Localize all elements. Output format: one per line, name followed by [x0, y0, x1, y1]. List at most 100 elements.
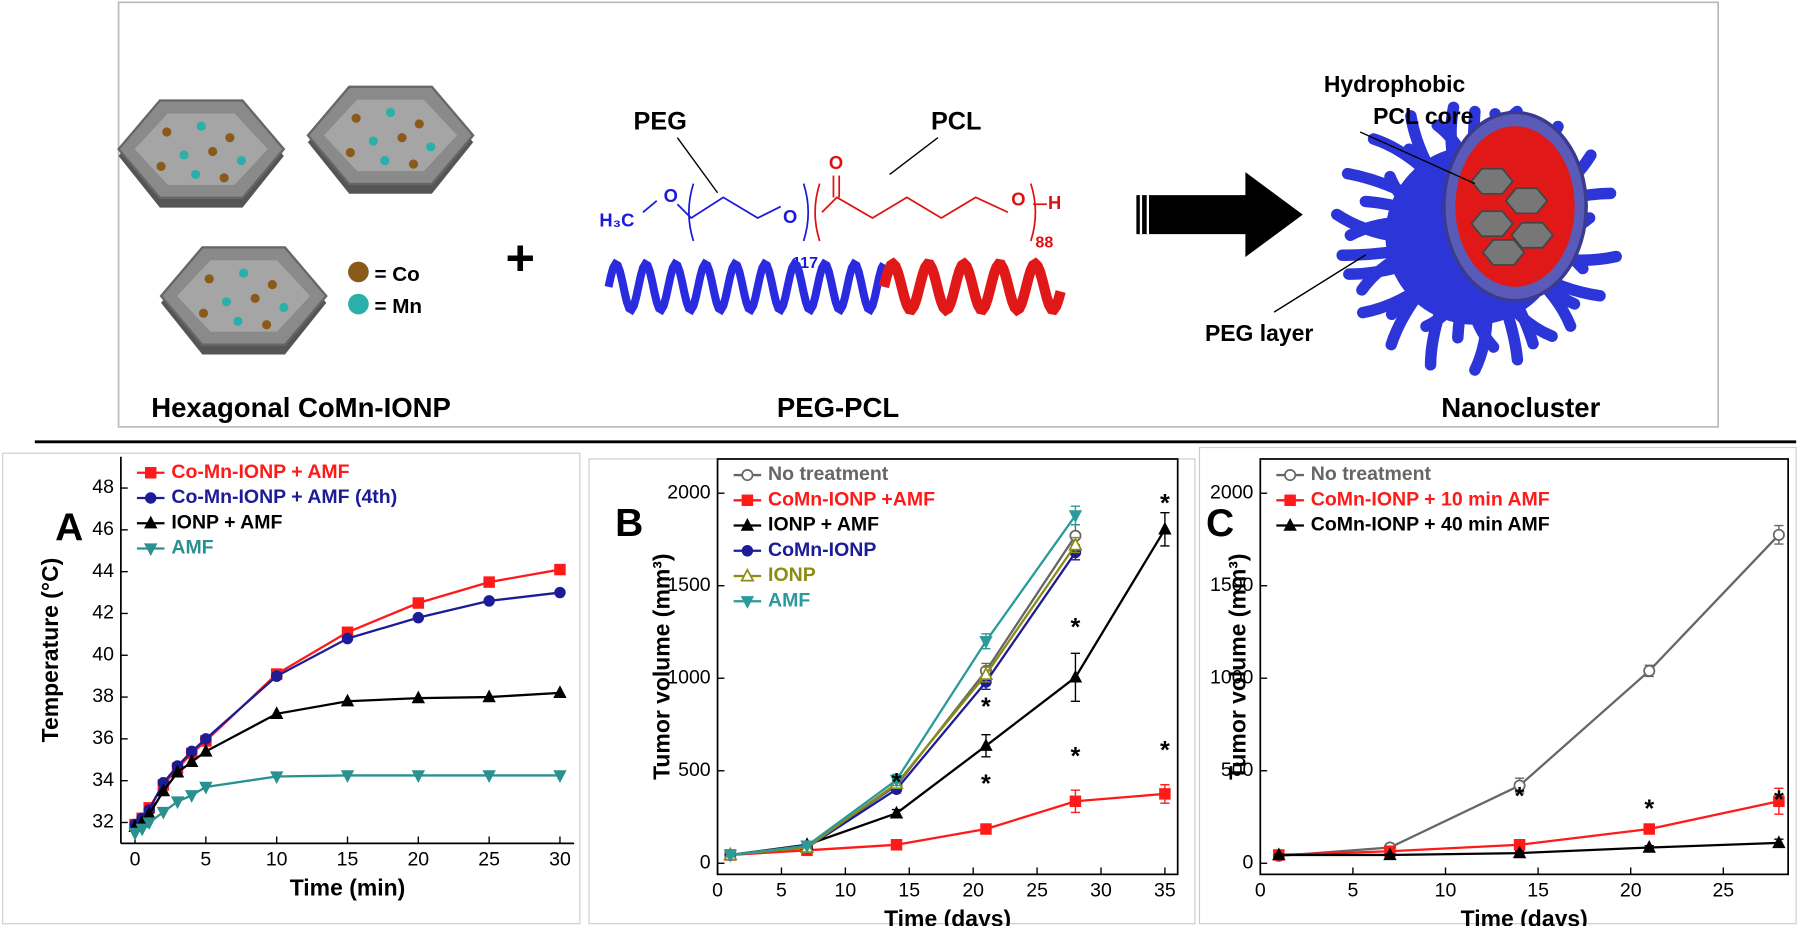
bracket: [802, 183, 810, 242]
x-tick-label: 0: [1255, 880, 1266, 902]
marker: [1643, 664, 1656, 677]
marker: [156, 783, 171, 797]
chart: 0 5 10 15 20 25 30 35 0 500 1000 1500 2000 Time (days…: [615, 458, 1179, 926]
marker: [980, 823, 992, 835]
mn-atom: [239, 268, 249, 278]
formula-o: O: [783, 206, 797, 227]
process-arrow: [1136, 172, 1303, 258]
x-tick-label: 15: [898, 880, 920, 902]
marker: [741, 494, 754, 507]
series-line: [134, 691, 561, 828]
x-tick-label: 30: [549, 849, 571, 871]
y-tick-label: 2000: [1210, 481, 1254, 503]
marker: [1068, 510, 1083, 523]
y-tick-label: 1500: [1210, 574, 1254, 596]
marker: [483, 576, 495, 588]
mn-atom: [190, 169, 201, 180]
y-tick-label: 34: [92, 769, 114, 791]
marker: [185, 790, 199, 803]
marker: [200, 733, 212, 745]
bond: [642, 200, 658, 213]
marker: [483, 595, 495, 607]
legend-label: AMF: [171, 537, 213, 559]
panel-label: C: [1206, 502, 1234, 545]
x-tick-label: 5: [776, 880, 787, 902]
panel-label: B: [615, 502, 643, 545]
y-axis-label: Tumor volume (mm³): [649, 553, 675, 779]
x-tick-label: 10: [1435, 880, 1457, 902]
middle-label: PEG-PCL: [777, 392, 899, 423]
y-tick-label: 38: [92, 685, 114, 707]
co-atom: [250, 293, 260, 303]
marker: [144, 515, 158, 529]
marker: [741, 469, 754, 482]
co-atom: [345, 148, 355, 158]
series-line: [134, 774, 560, 834]
core-particle: [1504, 187, 1549, 215]
marker: [199, 743, 213, 757]
x-tick-label: 25: [1712, 880, 1734, 902]
marker: [1069, 795, 1082, 808]
x-tick-label: 25: [478, 849, 500, 871]
formula-o: O: [664, 185, 678, 206]
mn-atom: [236, 156, 246, 166]
co-atom: [219, 173, 229, 183]
legend-label: Co-Mn-IONP + AMF (4th): [171, 486, 397, 508]
marker: [170, 764, 185, 778]
y-tick-label: 1500: [667, 574, 711, 596]
marker: [1773, 795, 1785, 808]
marker: [412, 611, 425, 624]
series-line: [730, 792, 1165, 857]
y-tick-label: 0: [1243, 851, 1254, 873]
x-tick-label: 35: [1154, 880, 1176, 902]
legend-label: No treatment: [1311, 463, 1432, 485]
marker: [1158, 521, 1172, 535]
mn-atom: [385, 107, 396, 118]
marker: [185, 754, 199, 768]
pointer: [1273, 254, 1367, 313]
x-tick-label: 25: [1026, 880, 1048, 902]
annotation: *: [1160, 737, 1170, 765]
marker: [156, 806, 171, 820]
x-tick-label: 20: [1620, 880, 1642, 902]
x-tick-label: 20: [962, 880, 984, 902]
co-atom: [267, 279, 277, 290]
annotation: *: [1071, 614, 1081, 642]
core-particle: [1481, 239, 1526, 266]
marker: [1383, 847, 1397, 861]
left-label: Hexagonal CoMn-IONP: [151, 392, 451, 423]
mn-atom: [179, 150, 189, 160]
panel-label: A: [55, 506, 83, 549]
x-tick-label: 0: [712, 880, 723, 902]
marker: [741, 545, 754, 557]
formula-pcl-n: 88: [1035, 234, 1053, 252]
marker: [340, 693, 355, 707]
core-label: Hydrophobic: [1324, 71, 1466, 97]
charts: 0 5 10 15 20 25 30 32 34 36 38 40 42 44 46 48 Time (min)…: [37, 456, 1789, 926]
marker: [142, 817, 156, 831]
legend-label: IONP: [768, 564, 816, 586]
mn-atom: [368, 136, 378, 146]
chart: 0 5 10 15 20 25 30 32 34 36 38 40 42 44 46 48 Time (min)…: [37, 456, 575, 900]
marker: [144, 492, 157, 504]
legend-label: IONP + AMF: [768, 514, 879, 536]
marker: [482, 689, 496, 703]
marker: [1272, 847, 1286, 861]
co-symbol: [348, 261, 369, 283]
co-atom: [414, 119, 424, 129]
pointer: [1359, 131, 1476, 185]
series-line: [1278, 534, 1780, 858]
peg-label: PEG: [634, 107, 687, 135]
mn-atom: [221, 297, 232, 307]
marker: [340, 770, 355, 783]
marker: [740, 596, 755, 609]
marker: [1643, 823, 1655, 835]
marker: [411, 770, 426, 783]
marker: [170, 796, 185, 810]
panel-frame: [1198, 446, 1797, 925]
peg-coil: [604, 258, 888, 316]
bracket: [1029, 183, 1037, 242]
annotation: *: [1160, 489, 1170, 517]
x-tick-label: 15: [337, 849, 359, 871]
marker: [1513, 779, 1526, 792]
